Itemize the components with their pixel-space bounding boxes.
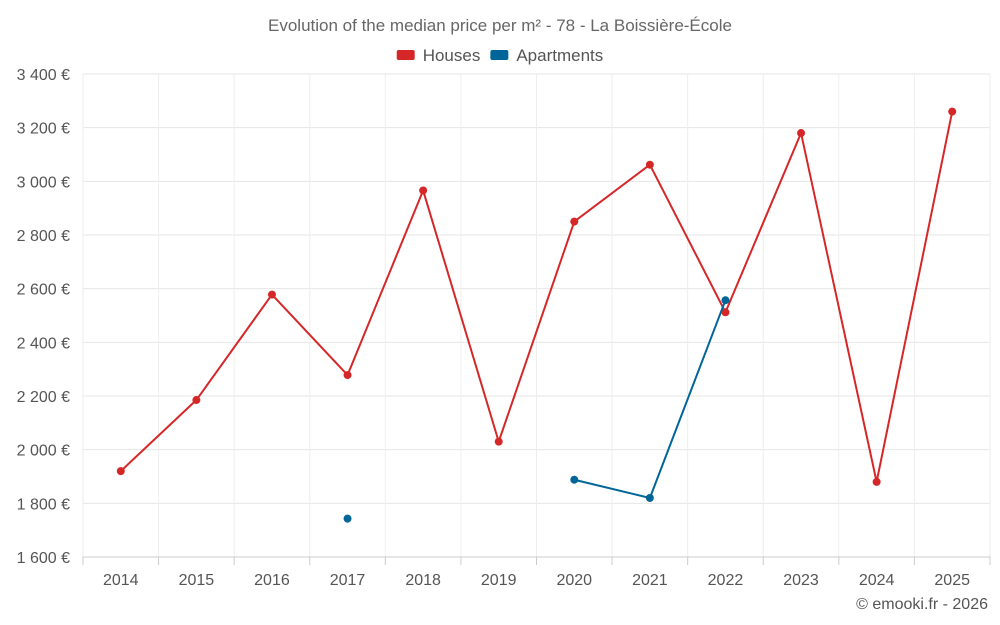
y-tick-label: 3 000 € [17, 174, 70, 191]
data-point[interactable] [343, 514, 352, 523]
x-tick-label: 2014 [103, 572, 139, 589]
y-tick-label: 2 600 € [17, 282, 70, 299]
x-tick-label: 2024 [859, 572, 895, 589]
gridlines [82, 73, 991, 558]
series-line [574, 299, 727, 499]
data-point[interactable] [797, 129, 806, 138]
x-tick-label: 2018 [405, 572, 441, 589]
x-tick-label: 2023 [783, 572, 819, 589]
legend-item-houses[interactable]: Houses [396, 46, 481, 65]
y-tick-label: 2 200 € [17, 389, 70, 406]
legend-swatch [396, 50, 415, 60]
credit-text: © emooki.fr - 2026 [856, 596, 988, 613]
x-tick-label: 2016 [254, 572, 290, 589]
data-point[interactable] [721, 308, 730, 317]
legend: Houses Apartments [396, 46, 603, 65]
series-houses [116, 107, 957, 486]
data-point[interactable] [645, 493, 654, 502]
y-tick-label: 1 600 € [17, 550, 70, 567]
data-point[interactable] [192, 396, 201, 405]
data-point[interactable] [721, 296, 730, 305]
data-point[interactable] [645, 160, 654, 169]
data-point[interactable] [343, 371, 352, 380]
y-tick-label: 2 400 € [17, 335, 70, 352]
axes: 1 600 € 1 800 € 2 000 € 2 200 € 2 400 € 2 600… [17, 67, 991, 589]
x-tick-label: 2022 [708, 572, 744, 589]
data-point[interactable] [872, 477, 881, 486]
x-tick-label: 2020 [556, 572, 592, 589]
legend-swatch [490, 50, 509, 60]
x-tick-label: 2019 [481, 572, 517, 589]
legend-label: Apartments [516, 46, 603, 65]
data-point[interactable] [570, 475, 579, 484]
series-layer [116, 107, 957, 523]
y-tick-label: 3 200 € [17, 121, 70, 138]
data-point[interactable] [494, 437, 503, 446]
y-tick-label: 2 800 € [17, 228, 70, 245]
data-point[interactable] [948, 107, 957, 116]
data-point[interactable] [267, 290, 276, 299]
x-tick-label: 2017 [330, 572, 366, 589]
series-apartments [343, 296, 730, 523]
chart-title: Evolution of the median price per m² - 7… [268, 16, 732, 35]
data-point[interactable] [116, 467, 125, 476]
legend-label: Houses [423, 46, 481, 65]
y-tick-label: 2 000 € [17, 443, 70, 460]
data-point[interactable] [419, 186, 428, 195]
series-line [120, 111, 954, 483]
data-point[interactable] [570, 217, 579, 226]
x-tick-label: 2021 [632, 572, 668, 589]
y-tick-label: 3 400 € [17, 67, 70, 84]
y-tick-label: 1 800 € [17, 496, 70, 513]
x-tick-label: 2025 [934, 572, 970, 589]
x-tick-label: 2015 [179, 572, 215, 589]
legend-item-apartments[interactable]: Apartments [490, 46, 603, 65]
